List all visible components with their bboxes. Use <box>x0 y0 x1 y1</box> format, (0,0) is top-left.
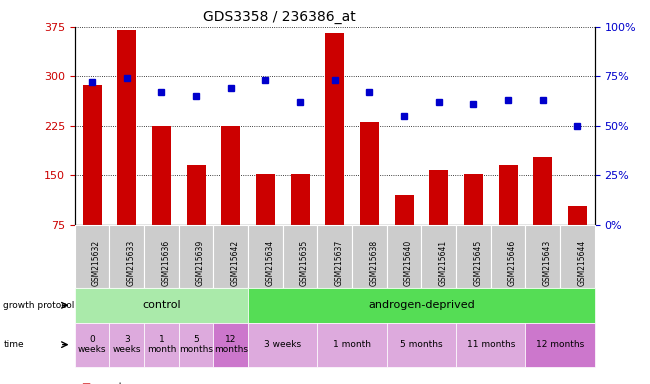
Bar <box>325 33 344 225</box>
Text: GSM215645: GSM215645 <box>473 240 482 286</box>
Text: 3 weeks: 3 weeks <box>264 340 302 349</box>
Bar <box>533 157 552 225</box>
Text: 1 month: 1 month <box>333 340 371 349</box>
Bar <box>221 126 240 225</box>
Text: GSM215632: GSM215632 <box>92 240 101 286</box>
Bar <box>360 122 379 225</box>
Text: 5 months: 5 months <box>400 340 443 349</box>
Text: GSM215636: GSM215636 <box>161 240 170 286</box>
Text: androgen-deprived: androgen-deprived <box>368 300 474 310</box>
Bar <box>568 206 587 225</box>
Text: GSM215643: GSM215643 <box>543 240 552 286</box>
Text: 0
weeks: 0 weeks <box>78 335 107 354</box>
Text: GSM215633: GSM215633 <box>127 240 136 286</box>
Text: GSM215639: GSM215639 <box>196 240 205 286</box>
Bar <box>429 170 448 225</box>
Text: GSM215638: GSM215638 <box>369 240 378 286</box>
Text: GSM215640: GSM215640 <box>404 240 413 286</box>
Bar <box>499 166 517 225</box>
Bar <box>152 126 171 225</box>
Bar <box>83 85 101 225</box>
Text: 12 months: 12 months <box>536 340 584 349</box>
Text: GSM215642: GSM215642 <box>231 240 240 286</box>
Bar <box>395 195 413 225</box>
Text: growth protocol: growth protocol <box>3 301 75 310</box>
Text: GDS3358 / 236386_at: GDS3358 / 236386_at <box>203 10 356 23</box>
Bar <box>117 30 136 225</box>
Text: ■: ■ <box>81 382 90 384</box>
Text: 1
month: 1 month <box>147 335 176 354</box>
Text: 12
months: 12 months <box>214 335 248 354</box>
Text: time: time <box>3 340 24 349</box>
Bar <box>291 174 309 225</box>
Bar <box>256 174 275 225</box>
Text: 5
months: 5 months <box>179 335 213 354</box>
Text: GSM215637: GSM215637 <box>335 240 344 286</box>
Text: GSM215641: GSM215641 <box>439 240 448 286</box>
Text: GSM215635: GSM215635 <box>300 240 309 286</box>
Text: count: count <box>96 382 124 384</box>
Text: control: control <box>142 300 181 310</box>
Text: 11 months: 11 months <box>467 340 515 349</box>
Text: GSM215644: GSM215644 <box>577 240 586 286</box>
Text: GSM215634: GSM215634 <box>265 240 274 286</box>
Bar <box>187 166 205 225</box>
Bar <box>464 174 483 225</box>
Text: 3
weeks: 3 weeks <box>112 335 141 354</box>
Text: GSM215646: GSM215646 <box>508 240 517 286</box>
